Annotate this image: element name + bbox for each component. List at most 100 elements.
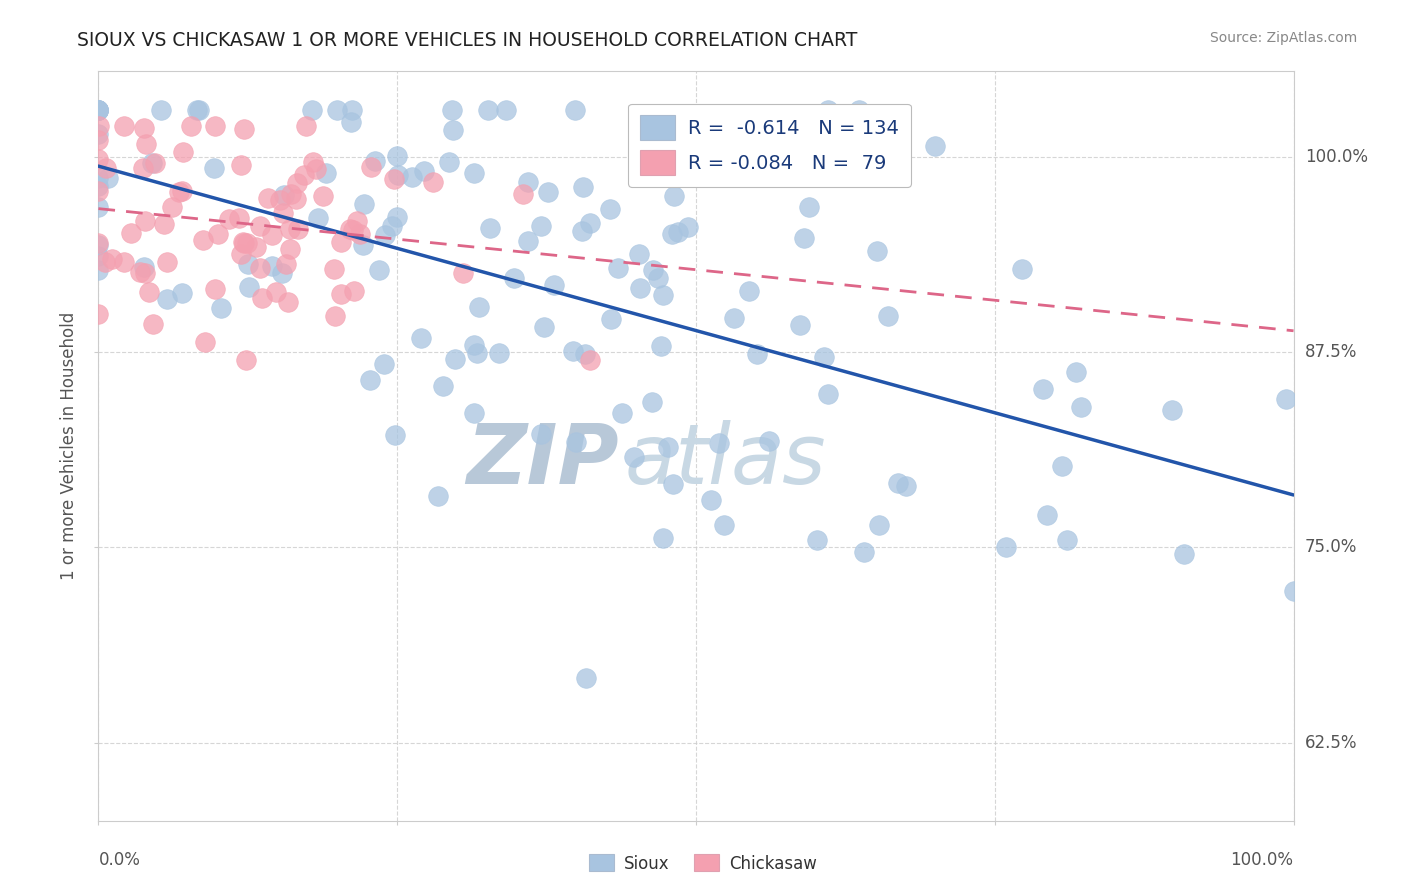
Point	[218, 211, 240, 226]
Point	[278, 242, 301, 256]
Point	[170, 184, 193, 198]
Point	[278, 221, 301, 235]
Point	[381, 219, 404, 233]
Point	[463, 338, 485, 352]
Point	[329, 235, 352, 249]
Point	[153, 217, 176, 231]
Point	[87, 200, 110, 214]
Point	[180, 119, 202, 133]
Point	[600, 312, 623, 326]
Point	[571, 224, 593, 238]
Point	[294, 119, 316, 133]
Point	[444, 352, 467, 367]
Point	[156, 292, 179, 306]
Point	[368, 263, 391, 277]
Point	[260, 259, 283, 273]
Point	[364, 154, 387, 169]
Point	[495, 103, 517, 118]
Point	[530, 427, 553, 442]
Point	[441, 122, 464, 136]
Point	[187, 103, 209, 118]
Point	[249, 219, 271, 233]
Point	[236, 236, 259, 251]
Point	[924, 138, 946, 153]
Point	[191, 232, 214, 246]
Point	[477, 103, 499, 118]
Point	[866, 244, 889, 258]
Point	[1274, 392, 1296, 406]
Point	[274, 257, 297, 271]
Point	[537, 186, 560, 200]
Point	[453, 266, 475, 280]
Text: SIOUX VS CHICKASAW 1 OR MORE VEHICLES IN HOUSEHOLD CORRELATION CHART: SIOUX VS CHICKASAW 1 OR MORE VEHICLES IN…	[77, 31, 858, 50]
Point	[789, 318, 811, 332]
Point	[479, 220, 502, 235]
Point	[232, 235, 254, 249]
Point	[172, 285, 194, 300]
Point	[650, 338, 672, 352]
Point	[132, 260, 155, 274]
Text: 87.5%: 87.5%	[1305, 343, 1357, 361]
Point	[87, 103, 110, 118]
Point	[747, 347, 769, 361]
Point	[352, 238, 374, 252]
Point	[384, 428, 406, 442]
Point	[101, 252, 124, 266]
Point	[264, 285, 287, 299]
Point	[1011, 262, 1033, 277]
Point	[323, 309, 346, 323]
Point	[599, 202, 621, 216]
Point	[995, 540, 1018, 554]
Point	[853, 545, 876, 559]
Point	[412, 164, 434, 178]
Point	[529, 219, 551, 234]
Point	[302, 154, 325, 169]
Point	[287, 221, 309, 235]
Point	[488, 345, 510, 359]
Point	[868, 517, 890, 532]
Point	[229, 247, 252, 261]
Point	[167, 185, 190, 199]
Point	[627, 247, 650, 261]
Point	[129, 265, 152, 279]
Point	[97, 171, 120, 186]
Point	[87, 153, 110, 167]
Point	[382, 171, 405, 186]
Point	[437, 154, 460, 169]
Point	[662, 477, 685, 491]
Point	[250, 291, 273, 305]
Point	[229, 157, 252, 171]
Point	[817, 103, 839, 118]
Point	[360, 160, 382, 174]
Point	[463, 406, 485, 420]
Point	[607, 260, 630, 275]
Point	[387, 168, 409, 182]
Point	[502, 270, 524, 285]
Point	[463, 166, 485, 180]
Point	[877, 309, 900, 323]
Point	[440, 103, 463, 118]
Point	[662, 189, 685, 203]
Point	[1056, 533, 1078, 547]
Point	[238, 257, 260, 271]
Point	[387, 211, 409, 225]
Point	[543, 278, 565, 293]
Point	[1064, 365, 1087, 379]
Point	[134, 214, 156, 228]
Point	[142, 317, 165, 331]
Point	[806, 533, 828, 547]
Point	[87, 238, 110, 252]
Point	[793, 230, 815, 244]
Point	[204, 119, 226, 133]
Point	[207, 227, 229, 241]
Point	[232, 236, 254, 251]
Point	[578, 353, 600, 368]
Text: atlas: atlas	[624, 420, 825, 501]
Point	[1161, 403, 1184, 417]
Point	[94, 161, 117, 176]
Point	[301, 103, 323, 118]
Point	[209, 301, 232, 316]
Point	[323, 262, 346, 277]
Point	[374, 227, 396, 242]
Point	[340, 103, 363, 118]
